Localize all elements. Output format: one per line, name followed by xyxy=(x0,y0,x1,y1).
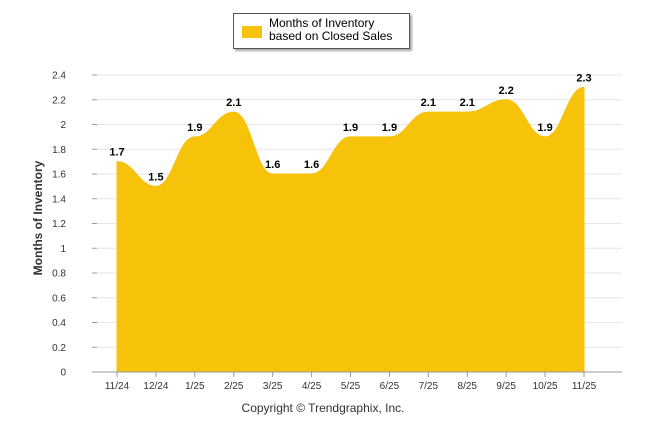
data-label: 1.6 xyxy=(265,159,280,171)
data-label: 1.5 xyxy=(148,171,163,183)
y-tick-label: 1.4 xyxy=(52,194,66,205)
x-tick-label: 3/25 xyxy=(263,381,283,392)
x-tick-label: 12/24 xyxy=(143,381,168,392)
x-tick-label: 2/25 xyxy=(224,381,244,392)
series-area xyxy=(116,86,585,373)
data-label: 1.6 xyxy=(304,159,319,171)
data-label: 1.7 xyxy=(109,147,124,159)
data-label: 1.9 xyxy=(382,122,397,134)
data-label: 1.9 xyxy=(343,122,358,134)
data-label: 2.3 xyxy=(576,72,591,84)
x-tick-label: 5/25 xyxy=(341,381,361,392)
data-label: 2.2 xyxy=(499,85,514,97)
y-tick-label: 0.4 xyxy=(52,318,66,329)
x-tick-label: 11/25 xyxy=(572,381,597,392)
x-tick-label: 1/25 xyxy=(185,381,205,392)
data-label: 1.9 xyxy=(537,122,552,134)
series-area-fill[interactable] xyxy=(116,86,585,373)
y-tick-label: 0 xyxy=(60,368,66,379)
x-tick-label: 6/25 xyxy=(380,381,400,392)
x-tick-label: 10/25 xyxy=(533,381,558,392)
x-tick-label: 4/25 xyxy=(302,381,322,392)
y-tick-label: 2.4 xyxy=(52,71,66,82)
x-tick-label: 9/25 xyxy=(496,381,516,392)
y-tick-label: 0.2 xyxy=(52,343,66,354)
y-tick-label: 1.8 xyxy=(52,145,66,156)
x-tick-label: 8/25 xyxy=(458,381,478,392)
data-label: 1.9 xyxy=(187,122,202,134)
y-tick-label: 0.8 xyxy=(52,269,66,280)
legend-swatch xyxy=(242,26,262,38)
legend[interactable]: Months of Inventory based on Closed Sale… xyxy=(233,13,410,49)
y-axis-title: Months of Inventory xyxy=(31,160,45,275)
legend-label: Months of Inventory based on Closed Sale… xyxy=(269,16,393,43)
y-tick-label: 2.2 xyxy=(52,95,66,106)
data-labels: 1.7 1.5 1.9 2.1 1.6 1.6 1.9 1.9 2.1 2.1 2.2 1.9 2.3 xyxy=(109,72,591,183)
y-tick-label: 2 xyxy=(60,120,66,131)
x-tick-label: 7/25 xyxy=(419,381,439,392)
axes: 0 0.2 0.4 0.6 0.8 1 1.2 1.4 1.6 1.8 2 2.2 2.4 11/24 12… xyxy=(52,71,622,392)
y-tick-label: 0.6 xyxy=(52,293,66,304)
data-label: 2.1 xyxy=(460,97,475,109)
y-tick-label: 1.2 xyxy=(52,219,66,230)
data-label: 2.1 xyxy=(421,97,436,109)
copyright-text: Copyright © Trendgraphix, Inc. xyxy=(241,401,405,415)
data-label: 2.1 xyxy=(226,97,241,109)
y-tick-label: 1 xyxy=(60,244,66,255)
y-tick-label: 1.6 xyxy=(52,170,66,181)
x-tick-label: 11/24 xyxy=(105,381,130,392)
